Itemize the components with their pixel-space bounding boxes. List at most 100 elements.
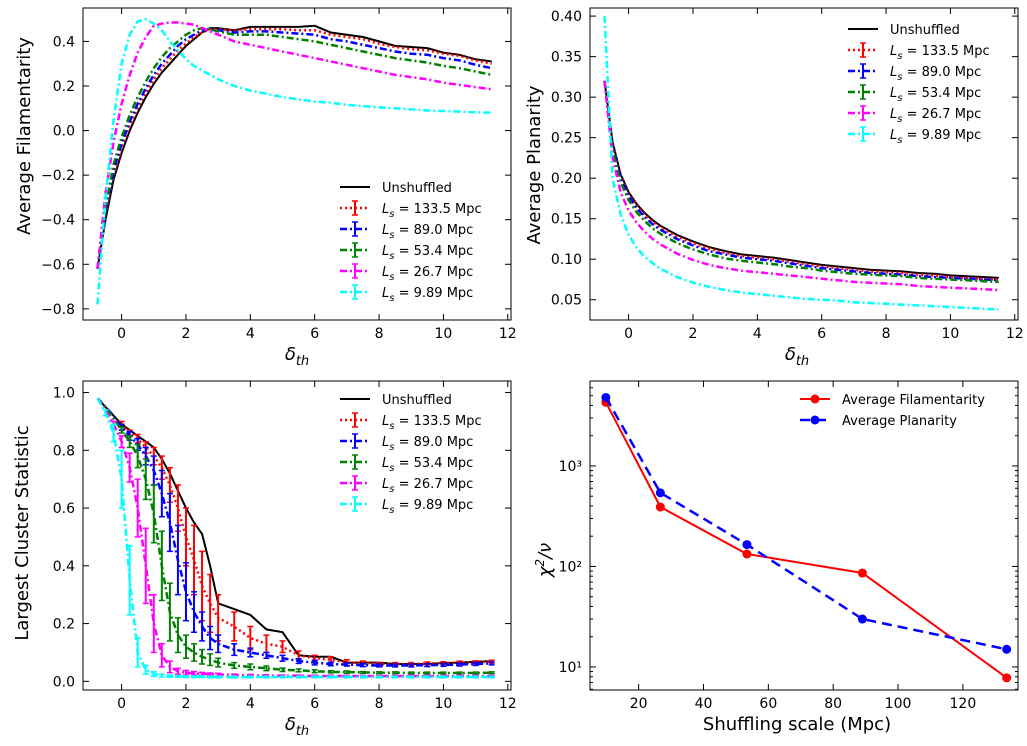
- legend-marker: [810, 394, 820, 404]
- y-tick-label: 0.0: [53, 124, 75, 140]
- legend-label: Unshuffled: [382, 181, 452, 196]
- y-tick-label: 0.6: [53, 501, 75, 517]
- data-point: [655, 488, 665, 498]
- planarity-panel: 0 2 4 6 8 10 12 0.05 0.10 0.15 0.20 0.25 0.30 0.35 0.4…: [551, 7, 1024, 342]
- data-point: [655, 502, 665, 512]
- series-line: [96, 27, 492, 269]
- data-point: [857, 568, 867, 578]
- x-tick-label: 80: [824, 696, 842, 712]
- legend: Average Filamentarity Average Planarity: [800, 393, 985, 429]
- y-tick-label: 0.30: [551, 90, 582, 106]
- y-tick-label: 10³: [559, 459, 582, 475]
- y-tick-label: −0.2: [41, 168, 75, 184]
- x-tick-label: 8: [375, 696, 384, 712]
- x-axis-label: δth: [285, 714, 309, 739]
- x-tick-label: 60: [759, 696, 777, 712]
- legend-label: Unshuffled: [890, 23, 960, 38]
- y-tick-label: 0.0: [53, 674, 75, 690]
- y-tick-label: 0.25: [551, 131, 582, 147]
- legend-label: Ls = 26.7 Mpc: [382, 265, 473, 283]
- x-tick-label: 8: [882, 326, 891, 342]
- x-tick-label: 10: [435, 696, 453, 712]
- series-line: [96, 21, 492, 269]
- x-axis-label: Shuffling scale (Mpc): [703, 714, 891, 735]
- x-axis-label: δth: [785, 344, 809, 369]
- x-tick-label: 4: [246, 696, 255, 712]
- x-tick-label: 40: [695, 696, 713, 712]
- x-tick-label: 100: [885, 696, 912, 712]
- series-line: [96, 397, 492, 666]
- legend-label: Ls = 133.5 Mpc: [382, 202, 482, 220]
- legend-label: Average Planarity: [842, 414, 957, 429]
- data-point: [601, 392, 611, 402]
- series-line: [96, 26, 492, 269]
- x-axis-label: δth: [285, 344, 309, 369]
- y-tick-label: −0.6: [41, 257, 75, 273]
- y-tick-label: −0.4: [41, 213, 75, 229]
- legend: Unshuffled Ls = 133.5 Mpc Ls = 89.0 Mpc Ls …: [848, 23, 990, 146]
- series-line: [96, 17, 492, 305]
- y-tick-label: 0.20: [551, 171, 582, 187]
- x-tick-label: 6: [817, 326, 826, 342]
- y-tick-label: 0.10: [551, 252, 582, 268]
- y-tick-label: 0.2: [53, 79, 75, 95]
- y-tick-label: 0.40: [551, 9, 582, 25]
- y-tick-label: 10¹: [559, 660, 582, 676]
- y-tick-label: 0.35: [551, 50, 582, 66]
- y-tick-label: 0.15: [551, 212, 582, 228]
- legend: Unshuffled Ls = 133.5 Mpc Ls = 89.0 Mpc Ls …: [340, 181, 482, 304]
- lcs-panel: 0 2 4 6 8 10 12 0.0 0.2 0.4 0.6 0.8 1.0 Unshuffled Ls …: [53, 380, 517, 712]
- legend-label: Ls = 26.7 Mpc: [382, 477, 473, 495]
- x-tick-label: 8: [375, 326, 384, 342]
- y-tick-label: 1.0: [53, 386, 75, 402]
- y-axis-label: χ2/ν: [533, 543, 556, 578]
- x-tick-label: 0: [117, 696, 126, 712]
- x-tick-label: 6: [310, 326, 319, 342]
- legend-label: Ls = 9.89 Mpc: [890, 128, 981, 146]
- x-tick-label: 10: [435, 326, 453, 342]
- legend-label: Average Filamentarity: [842, 393, 985, 408]
- x-tick-label: 20: [630, 696, 648, 712]
- filamentarity-panel: 0 2 4 6 8 10 12 −0.8 −0.6 −0.4 −0.2 0.0 0.2 0.4 Unshuf…: [41, 7, 517, 342]
- x-tick-label: 12: [499, 326, 517, 342]
- chi2-panel: 20 40 60 80 100 120 10¹ 10² 10³ Average Filamenta…: [559, 380, 1019, 712]
- legend-label: Unshuffled: [382, 393, 452, 408]
- series-line: [603, 80, 999, 282]
- y-axis-label: Average Planarity: [524, 85, 545, 244]
- data-point: [1002, 644, 1012, 654]
- plot-frame: [82, 7, 512, 321]
- y-tick-label: 10²: [559, 559, 582, 575]
- series-line: [603, 80, 999, 281]
- series-line: [603, 80, 999, 284]
- x-tick-label: 2: [182, 326, 191, 342]
- series-line: [96, 397, 492, 679]
- legend-label: Ls = 133.5 Mpc: [890, 44, 990, 62]
- legend-label: Ls = 133.5 Mpc: [382, 414, 482, 432]
- data-point: [742, 549, 752, 559]
- plot-frame: [589, 7, 1019, 321]
- x-tick-label: 6: [310, 696, 319, 712]
- legend-label: Ls = 9.89 Mpc: [382, 498, 473, 516]
- legend-label: Ls = 26.7 Mpc: [890, 107, 981, 125]
- legend-marker: [810, 415, 820, 425]
- legend: Unshuffled Ls = 133.5 Mpc Ls = 89.0 Mpc Ls …: [340, 393, 482, 516]
- y-tick-label: 0.05: [551, 293, 582, 309]
- x-tick-label: 2: [182, 696, 191, 712]
- x-tick-label: 4: [753, 326, 762, 342]
- legend-label: Ls = 89.0 Mpc: [382, 435, 473, 453]
- x-tick-label: 120: [950, 696, 977, 712]
- y-tick-label: 0.2: [53, 617, 75, 633]
- x-tick-label: 10: [942, 326, 960, 342]
- data-point: [742, 540, 752, 550]
- plot-frame: [82, 380, 512, 691]
- legend-label: Ls = 89.0 Mpc: [890, 65, 981, 83]
- y-tick-label: −0.8: [41, 302, 75, 318]
- y-tick-label: 0.8: [53, 443, 75, 459]
- legend-label: Ls = 53.4 Mpc: [382, 244, 473, 262]
- series-line: [96, 27, 492, 269]
- legend-label: Ls = 9.89 Mpc: [382, 286, 473, 304]
- series-line: [603, 80, 999, 292]
- series-line: [604, 396, 1007, 651]
- x-tick-label: 0: [624, 326, 633, 342]
- y-axis-label: Average Filamentarity: [14, 37, 35, 235]
